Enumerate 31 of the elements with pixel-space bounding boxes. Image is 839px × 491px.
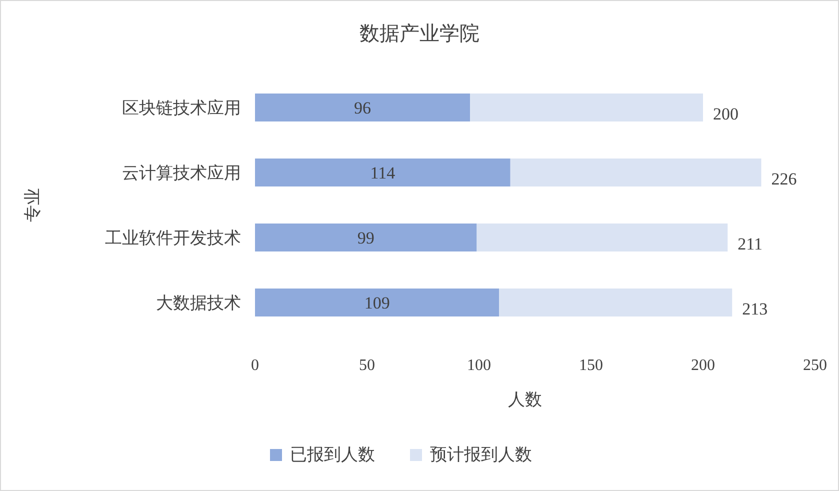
x-tick-label: 0: [251, 357, 259, 374]
data-label: 109: [364, 294, 390, 312]
data-label: 99: [357, 228, 374, 248]
total-label: 226: [771, 170, 797, 188]
y-axis-title: 专业: [23, 188, 42, 222]
bar: [499, 288, 732, 316]
y-tick-label: 工业软件开发技术: [105, 228, 241, 248]
bar: [255, 158, 510, 186]
legend-label: 预计报到人数: [430, 445, 532, 464]
legend-label: 已报到人数: [290, 445, 375, 464]
data-label: 96: [354, 98, 372, 118]
bar: [470, 94, 703, 122]
data-label: 114: [370, 164, 396, 182]
x-tick-label: 100: [467, 357, 491, 374]
total-label: 213: [742, 300, 768, 318]
bar: [255, 94, 470, 122]
bar: [510, 158, 762, 186]
bar: [255, 224, 477, 252]
total-label: 200: [713, 104, 738, 124]
bar: [476, 224, 728, 252]
x-tick-label: 200: [691, 357, 715, 374]
y-tick-label: 区块链技术应用: [122, 98, 241, 118]
x-axis-title: 人数: [508, 390, 542, 409]
chart-title: 数据产业学院: [360, 23, 480, 45]
y-tick-label: 云计算技术应用: [122, 164, 241, 182]
total-label: 211: [738, 234, 763, 254]
y-tick-label: 大数据技术: [156, 294, 241, 312]
x-tick-label: 250: [803, 357, 827, 374]
bar: [255, 288, 500, 316]
x-tick-label: 150: [579, 357, 603, 374]
x-tick-label: 50: [359, 357, 375, 374]
